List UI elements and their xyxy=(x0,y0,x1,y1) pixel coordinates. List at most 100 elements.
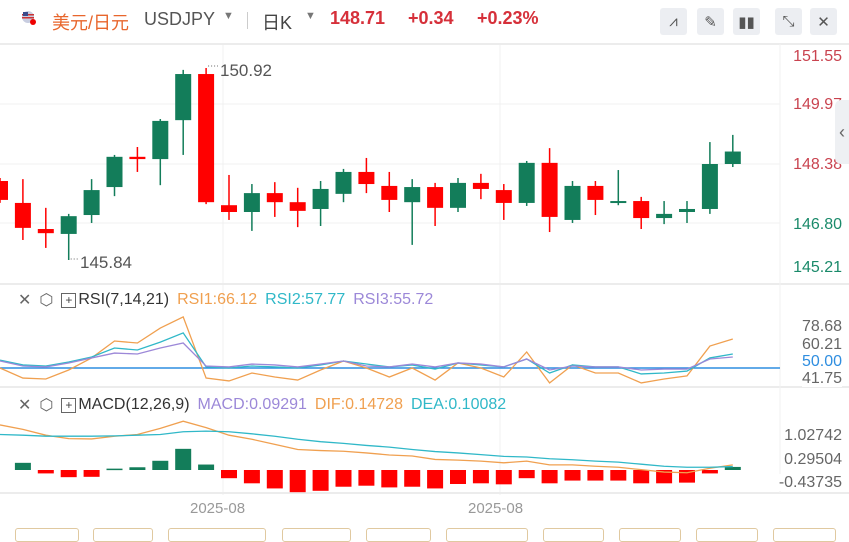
bottom-tab-button[interactable] xyxy=(15,528,79,542)
candle-body xyxy=(289,202,306,211)
period-dropdown-icon[interactable]: ▼ xyxy=(305,10,316,22)
macd-bar xyxy=(152,460,169,470)
bottom-tab-button[interactable] xyxy=(696,528,758,542)
bottom-tab-button[interactable] xyxy=(446,528,528,542)
rsi-axis-label: 78.68 xyxy=(801,318,842,335)
price-axis-label: 146.80 xyxy=(793,216,842,233)
rsi-title: RSI(7,14,21) xyxy=(78,291,170,308)
candle-body xyxy=(679,208,695,213)
remove-indicator-icon[interactable]: ✕ xyxy=(18,292,32,309)
symbol-dropdown-icon[interactable]: ▼ xyxy=(223,10,234,22)
macd-bar xyxy=(472,470,489,484)
close-button[interactable]: ✕ xyxy=(810,8,837,35)
candle-body xyxy=(335,171,352,194)
candle-body xyxy=(495,190,512,203)
macd-bar xyxy=(198,464,215,470)
rsi-axis-label: 60.21 xyxy=(801,336,842,353)
macd-bar xyxy=(701,470,718,474)
macd-bar xyxy=(656,470,673,484)
macd-bar xyxy=(175,448,192,470)
rsi1-line xyxy=(0,316,733,384)
rsi-axis-label: 41.75 xyxy=(801,370,842,387)
last-price: 148.71 xyxy=(330,8,386,28)
candle-body xyxy=(701,164,718,209)
macd-bar xyxy=(83,470,100,477)
macd-title: MACD(12,26,9) xyxy=(78,396,190,413)
macd-bar xyxy=(14,462,31,470)
settings-hex-icon[interactable]: ⬡ xyxy=(39,292,54,309)
macd-bar xyxy=(129,467,146,470)
candlestick-button[interactable]: ▮▮ xyxy=(733,8,760,35)
bottom-tab-button[interactable] xyxy=(366,528,431,542)
expand-panel-tab[interactable]: ‹ xyxy=(835,100,849,164)
bottom-tab-button[interactable] xyxy=(93,528,153,542)
chart-header: 美元/日元 USDJPY ▼ 日K ▼ 148.71 +0.34 +0.23% … xyxy=(0,0,849,40)
macd-bar xyxy=(587,470,604,481)
chevron-left-icon: ‹ xyxy=(839,121,845,142)
high-price-label: 150.92 xyxy=(220,61,272,80)
bottom-tab-button[interactable] xyxy=(619,528,681,542)
remove-indicator-icon[interactable]: ✕ xyxy=(18,397,32,414)
line-chart-button[interactable]: ⩘ xyxy=(660,8,687,35)
expand-icon[interactable]: + xyxy=(61,397,77,413)
period-selector[interactable]: 日K xyxy=(262,13,293,33)
candle-body xyxy=(0,181,8,200)
candle-body xyxy=(198,74,215,203)
macd-bar xyxy=(243,470,260,484)
candle-body xyxy=(175,74,192,121)
pair-symbol[interactable]: USDJPY xyxy=(144,9,216,29)
price-axis-label: 145.21 xyxy=(793,259,842,276)
candle-body xyxy=(129,156,146,160)
bottom-tab-button[interactable] xyxy=(543,528,604,542)
settings-hex-icon[interactable]: ⬡ xyxy=(39,397,54,414)
bottom-tab-button[interactable] xyxy=(282,528,351,542)
expand-icon[interactable]: + xyxy=(61,292,77,308)
candle-body xyxy=(152,120,169,160)
close-icon: ✕ xyxy=(817,13,830,31)
macd-axis-label: 1.02742 xyxy=(784,427,842,444)
candle-body xyxy=(541,162,558,217)
macd-bar xyxy=(633,470,650,484)
draw-button[interactable]: ✎ xyxy=(697,8,724,35)
price-axis-label: 149.97 xyxy=(793,96,842,113)
candle-body xyxy=(633,201,650,219)
bottom-tab-button[interactable] xyxy=(168,528,266,542)
macd-bar xyxy=(60,470,77,478)
macd-bar xyxy=(724,466,741,470)
divider xyxy=(247,12,248,29)
rsi-legend: ✕ ⬡ + RSI(7,14,21) RSI1:66.12 RSI2:57.77… xyxy=(18,290,433,310)
macd-bar xyxy=(495,470,512,485)
candle-body xyxy=(60,216,77,234)
macd-bar xyxy=(358,470,375,486)
collapse-button[interactable]: ⤡ xyxy=(775,8,802,35)
pair-name[interactable]: 美元/日元 xyxy=(52,13,130,33)
dif-line xyxy=(0,420,733,474)
bottom-tab-button[interactable] xyxy=(773,528,836,542)
macd-bar xyxy=(221,470,237,479)
rsi2-value: RSI2:57.77 xyxy=(265,291,346,308)
rsi3-line xyxy=(0,342,733,371)
x-axis-date: 2025-08 xyxy=(190,500,246,517)
us-flag-icon xyxy=(22,11,36,25)
macd-bar xyxy=(450,470,466,484)
candle-body xyxy=(404,187,421,203)
macd-bar xyxy=(541,470,558,484)
candle-body xyxy=(14,202,31,228)
macd-bar xyxy=(312,470,329,491)
x-axis-date: 2025-08 xyxy=(468,500,524,517)
candle-body xyxy=(656,213,673,219)
price-axis-label: 151.55 xyxy=(793,48,842,65)
line-chart-icon: ⩘ xyxy=(669,13,678,30)
candle-body xyxy=(221,205,237,213)
candle-body xyxy=(472,182,489,189)
macd-bar xyxy=(266,470,283,489)
candle-body xyxy=(587,185,604,200)
candle-body xyxy=(427,187,444,208)
macd-bar xyxy=(381,470,398,488)
candle-body xyxy=(266,193,283,203)
collapse-icon: ⤡ xyxy=(782,13,795,30)
dea-line xyxy=(0,430,733,468)
rsi3-value: RSI3:55.72 xyxy=(353,291,434,308)
dea-value: DEA:0.10082 xyxy=(410,396,507,413)
